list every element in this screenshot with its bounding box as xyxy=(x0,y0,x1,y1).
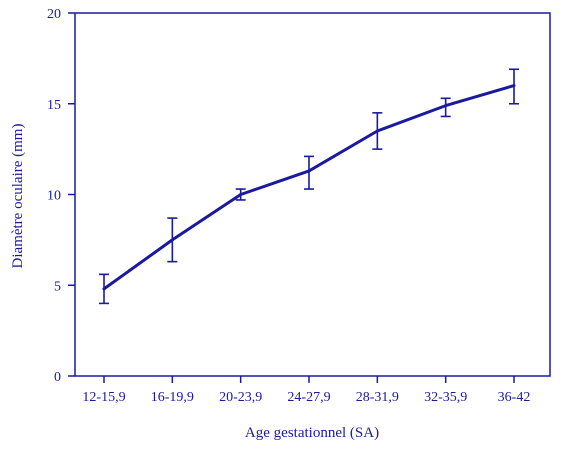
plot-frame xyxy=(74,12,551,377)
y-axis: 0 5 10 15 20 xyxy=(47,7,75,385)
x-tick-label: 28-31,9 xyxy=(356,390,399,405)
y-tick-label: 5 xyxy=(54,279,61,294)
x-tick-label: 12-15,9 xyxy=(82,390,125,405)
x-tick-label: 24-27,9 xyxy=(287,390,330,405)
x-axis-title: Age gestationnel (SA) xyxy=(245,425,379,441)
x-tick-label: 20-23,9 xyxy=(219,390,262,405)
x-tick-label: 36-42 xyxy=(498,390,531,405)
y-tick-label: 0 xyxy=(54,370,61,385)
x-tick-label: 32-35,9 xyxy=(424,390,467,405)
error-bar xyxy=(440,97,451,118)
y-tick-label: 15 xyxy=(47,98,61,113)
x-axis: 12-15,9 16-19,9 20-23,9 24-27,9 28-31,9 32-35… xyxy=(82,376,530,405)
y-axis-title: Diamètre oculaire (mm) xyxy=(10,124,26,269)
series-line xyxy=(102,84,516,291)
y-tick-label: 10 xyxy=(47,189,61,204)
x-tick-label: 16-19,9 xyxy=(151,390,194,405)
y-tick-label: 20 xyxy=(47,7,61,22)
error-bar xyxy=(304,155,314,190)
error-bars xyxy=(99,68,519,305)
